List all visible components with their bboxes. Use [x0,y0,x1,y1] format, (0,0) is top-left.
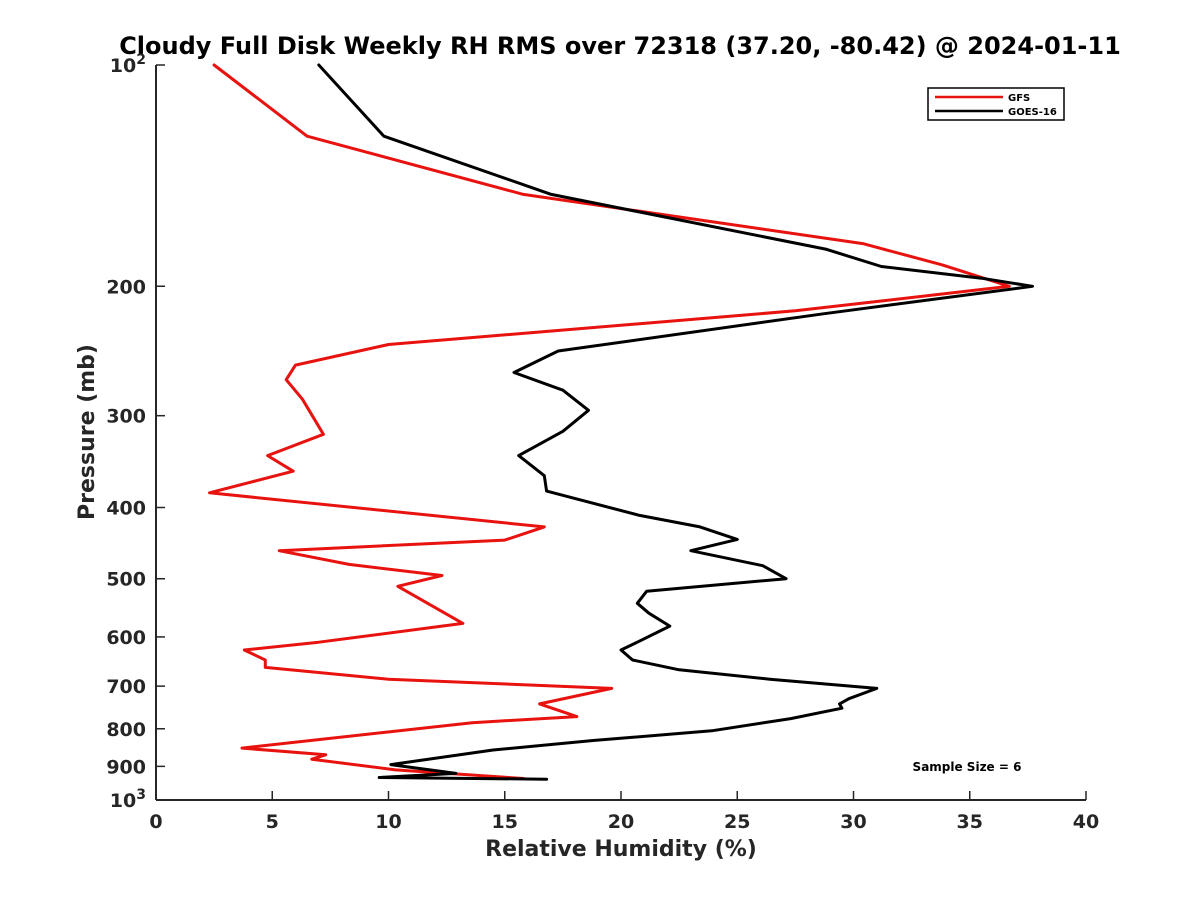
series-line-gfs [208,63,1011,780]
series-line-goes16 [317,63,1034,781]
y-tick-label-700: 700 [106,676,146,698]
sample-size-annotation: Sample Size = 6 [913,760,1022,774]
y-tick-label-200: 200 [106,276,146,298]
x-tick-label-5: 5 [266,811,279,833]
y-tick-label-900: 900 [106,756,146,778]
legend-label-gfs: GFS [1008,93,1030,104]
x-ticks: 0 5 10 15 20 25 30 35 40 [149,791,1099,833]
y-tick-label-400: 400 [106,498,146,520]
y-tick-label-600: 600 [106,627,146,649]
y-tick-label-300: 300 [106,406,146,428]
x-tick-label-20: 20 [608,811,634,833]
chart-title: Cloudy Full Disk Weekly RH RMS over 7231… [119,32,1121,60]
legend: GFS GOES-16 [927,87,1065,121]
y-tick-label-100: 102 [110,52,146,77]
x-tick-label-25: 25 [724,811,750,833]
x-tick-label-15: 15 [492,811,518,833]
x-tick-label-35: 35 [957,811,983,833]
y-tick-label-800: 800 [106,719,146,741]
x-tick-label-30: 30 [840,811,866,833]
series-layer [208,63,1034,781]
x-tick-label-40: 40 [1073,811,1099,833]
y-tick-label-1000: 103 [110,787,146,812]
legend-box [927,87,1065,121]
legend-label-goes16: GOES-16 [1008,107,1057,118]
y-axis-label: Pressure (mb) [75,344,100,520]
y-tick-label-500: 500 [106,569,146,591]
x-axis-label: Relative Humidity (%) [485,837,757,862]
x-tick-label-0: 0 [149,811,162,833]
x-tick-label-10: 10 [375,811,401,833]
y-ticks: 102 200 300 400 500 600 700 800 900 103 [106,52,165,812]
